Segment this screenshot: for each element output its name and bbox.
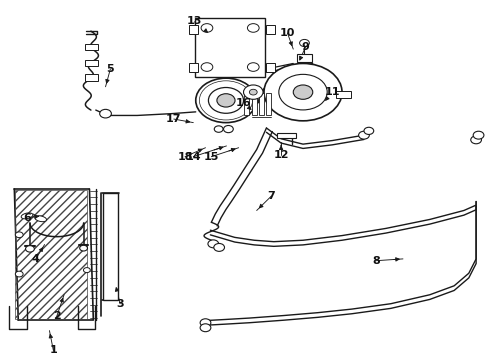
Text: 5: 5: [106, 64, 114, 74]
Bar: [194, 18, 265, 77]
Text: 2: 2: [53, 311, 61, 321]
Bar: [15, 190, 87, 319]
Text: 10: 10: [279, 28, 294, 38]
Text: 12: 12: [273, 150, 288, 160]
Text: 14: 14: [185, 152, 201, 162]
Text: 7: 7: [267, 191, 275, 201]
Circle shape: [249, 89, 257, 95]
Circle shape: [214, 126, 223, 132]
Bar: [84, 60, 98, 66]
Circle shape: [363, 127, 373, 134]
Circle shape: [200, 324, 210, 332]
Bar: [84, 44, 98, 50]
Bar: [103, 193, 118, 300]
Circle shape: [201, 63, 212, 71]
Circle shape: [208, 87, 243, 113]
Text: 17: 17: [166, 114, 181, 124]
Bar: [297, 54, 311, 62]
Circle shape: [15, 271, 23, 277]
Bar: [188, 63, 197, 72]
Text: 9: 9: [301, 42, 309, 52]
Circle shape: [100, 109, 111, 118]
Text: 11: 11: [324, 87, 339, 97]
Text: 15: 15: [203, 152, 219, 162]
Bar: [244, 93, 249, 116]
Circle shape: [247, 24, 259, 32]
Text: 4: 4: [32, 254, 40, 264]
Circle shape: [201, 24, 212, 32]
Bar: [251, 93, 256, 116]
Circle shape: [278, 75, 326, 110]
Text: 13: 13: [187, 17, 202, 27]
Bar: [266, 63, 275, 72]
Circle shape: [299, 40, 309, 46]
Circle shape: [207, 240, 218, 248]
Text: 8: 8: [371, 256, 379, 266]
Bar: [266, 93, 271, 116]
Bar: [188, 25, 197, 34]
Bar: [277, 133, 295, 138]
Circle shape: [470, 136, 481, 144]
Bar: [259, 93, 264, 116]
Ellipse shape: [21, 213, 33, 219]
Circle shape: [217, 94, 235, 107]
Text: 18: 18: [177, 152, 192, 162]
Circle shape: [264, 63, 341, 121]
Circle shape: [15, 232, 23, 238]
Text: 6: 6: [23, 213, 31, 222]
Bar: [266, 25, 275, 34]
Circle shape: [195, 78, 256, 123]
Bar: [84, 74, 98, 81]
Circle shape: [25, 246, 34, 252]
Circle shape: [200, 319, 210, 327]
Circle shape: [213, 243, 224, 251]
Bar: [335, 91, 350, 98]
Circle shape: [293, 85, 312, 99]
Circle shape: [243, 85, 263, 99]
Text: 16: 16: [235, 98, 251, 108]
Circle shape: [83, 267, 90, 273]
Circle shape: [223, 126, 233, 133]
Circle shape: [472, 131, 483, 139]
Circle shape: [80, 245, 87, 251]
Text: 3: 3: [116, 299, 124, 309]
Circle shape: [247, 63, 259, 71]
Ellipse shape: [35, 216, 46, 222]
Circle shape: [358, 131, 368, 139]
Text: 1: 1: [49, 345, 57, 355]
